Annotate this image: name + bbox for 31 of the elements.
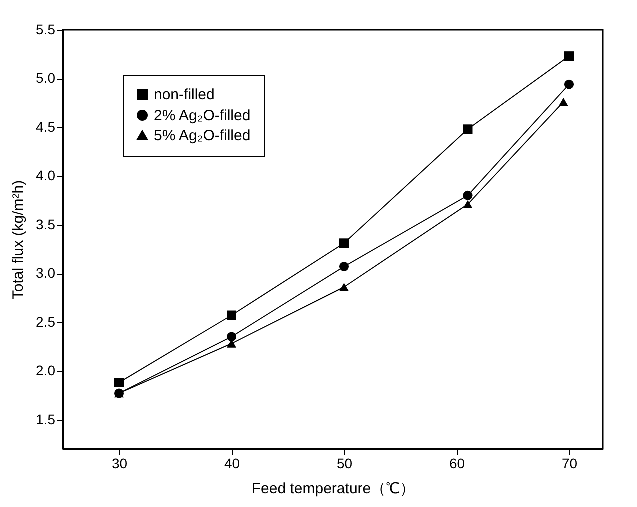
point (340, 283, 349, 292)
x-tick-label: 30 (112, 456, 128, 472)
point (227, 332, 236, 342)
y-axis-title: Total flux (kg/m²h) (10, 180, 28, 300)
point (564, 80, 574, 90)
y-tick-label: 4.5 (36, 118, 56, 135)
x-tick-label: 40 (224, 456, 240, 472)
point (463, 190, 473, 200)
y-tick-label: 5.5 (36, 22, 56, 38)
point (463, 124, 473, 134)
point (114, 378, 124, 388)
point (227, 310, 236, 320)
y-tick-label: 3.5 (36, 216, 56, 232)
y-tick-label: 4.0 (36, 168, 56, 184)
y-tick-label: 2.5 (36, 314, 56, 330)
point (463, 200, 473, 209)
y-tick-label: 2.0 (36, 362, 56, 379)
point (558, 98, 568, 106)
x-tick-label: 60 (449, 456, 466, 472)
y-tick-label: 3.0 (36, 265, 56, 282)
legend-label: non-filled (154, 86, 215, 104)
y-tick-label: 5.0 (36, 70, 56, 86)
x-axis-title: Feed temperature（℃） (252, 480, 416, 498)
point (340, 262, 349, 272)
x-tick-label: 70 (562, 456, 578, 472)
legend-label: 5% Ag₂O-filled (154, 128, 251, 144)
point (340, 238, 349, 248)
y-tick-label: 1.5 (36, 411, 56, 428)
x-tick-label: 50 (336, 456, 353, 472)
legend-label: 2% Ag₂O-filled (154, 108, 251, 124)
point (564, 52, 574, 62)
